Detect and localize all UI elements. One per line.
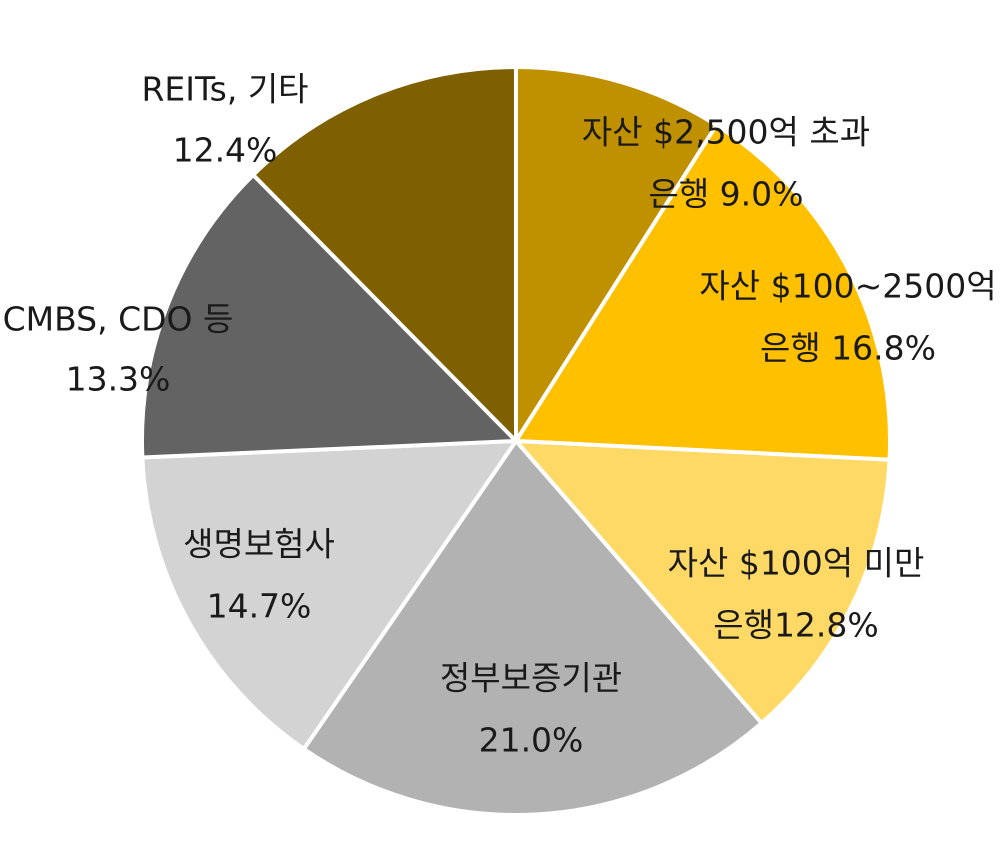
pie-slice-5 bbox=[140, 438, 520, 752]
pie-label-4-line2: 21.0% bbox=[479, 721, 584, 760]
pie-slices bbox=[140, 64, 892, 817]
pie-slice-4 bbox=[301, 437, 765, 817]
pie-label-7-line2: 12.4% bbox=[173, 131, 278, 170]
pie-slice-1 bbox=[514, 64, 720, 448]
pie-label-2-line1: 자산 $100~2500억 bbox=[699, 267, 996, 306]
pie-label-2-line2: 은행 16.8% bbox=[760, 329, 936, 368]
pie-label-3-line2: 은행12.8% bbox=[713, 606, 879, 645]
pie-label-5-line2: 14.7% bbox=[207, 587, 312, 626]
pie-slice-7 bbox=[250, 64, 518, 446]
pie-label-3-line1: 자산 $100억 미만 bbox=[668, 544, 925, 583]
pie-label-6-line1: CMBS, CDO 등 bbox=[3, 300, 234, 339]
pie-label-1-line2: 은행 9.0% bbox=[648, 175, 803, 214]
pie-label-4-line1: 정부보증기관 bbox=[440, 659, 622, 698]
pie-label-5-line1: 생명보험사 bbox=[183, 525, 335, 564]
pie-label-6-line2: 13.3% bbox=[66, 360, 171, 399]
pie-slice-6 bbox=[140, 172, 521, 460]
pie-slice-3 bbox=[511, 438, 892, 726]
pie-label-7-line1: REITs, 기타 bbox=[141, 70, 308, 109]
pie-label-1-line1: 자산 $2,500억 초과 bbox=[582, 113, 870, 152]
pie-slice-2 bbox=[512, 122, 892, 462]
